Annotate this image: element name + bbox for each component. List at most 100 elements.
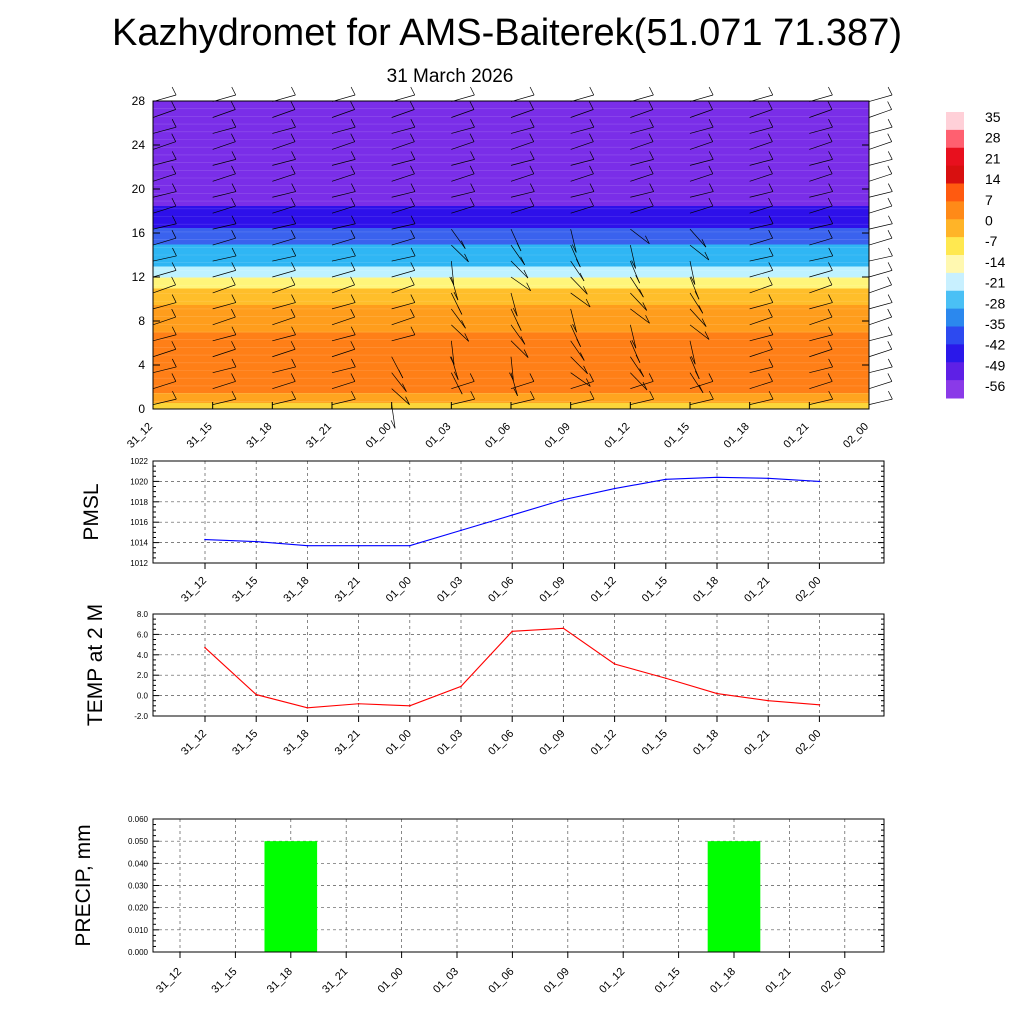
wind-barb xyxy=(630,372,648,391)
wind-barb xyxy=(749,348,773,358)
wind-barb-flag xyxy=(828,151,833,160)
wind-barb xyxy=(152,237,177,246)
x-tick-label: 31_12 xyxy=(125,421,155,451)
x-tick-label: 01_18 xyxy=(708,966,738,996)
wind-barb xyxy=(749,381,773,389)
wind-barb xyxy=(868,94,893,102)
wind-barb-flag xyxy=(526,282,531,291)
wind-barb xyxy=(689,228,707,248)
wind-barb xyxy=(689,324,710,340)
wind-barb xyxy=(451,94,475,102)
wind-barb xyxy=(451,191,475,198)
x-tick-label: 01_09 xyxy=(537,728,567,758)
wind-barb xyxy=(510,191,535,198)
plot-frame xyxy=(152,818,885,953)
wind-barb xyxy=(510,205,535,214)
wind-barb xyxy=(630,276,644,298)
wind-barb xyxy=(391,334,415,342)
wind-barb-flag xyxy=(350,358,356,368)
wind-barb xyxy=(212,334,236,342)
wind-barb xyxy=(212,302,236,310)
wind-barb-flag xyxy=(231,390,237,400)
pmsl-data-point xyxy=(767,477,769,480)
wind-barb-flag xyxy=(171,276,176,286)
y-tick-label: 0 xyxy=(138,402,145,416)
colorbar-label: -21 xyxy=(985,275,1005,291)
heat-band xyxy=(153,277,869,289)
wind-barb-flag xyxy=(635,275,640,284)
x-tick-label: 01_00 xyxy=(364,421,394,451)
wind-barb xyxy=(570,260,585,282)
wind-barb xyxy=(331,270,356,278)
wind-barb xyxy=(689,398,714,405)
wind-barb-flag xyxy=(171,151,177,160)
wind-barb xyxy=(152,366,177,374)
wind-barb-flag xyxy=(231,86,237,96)
wind-barb-flag xyxy=(768,390,774,400)
wind-barb-flag xyxy=(571,244,577,253)
colorbar-swatch xyxy=(946,129,964,149)
wind-barb xyxy=(809,398,833,405)
x-tick-label: 01_21 xyxy=(742,575,772,605)
wind-barb-flag xyxy=(350,308,356,318)
wind-barb-flag xyxy=(708,183,714,192)
wind-barb xyxy=(510,381,534,389)
wind-barb xyxy=(809,381,833,389)
wind-barb xyxy=(391,141,415,150)
wind-barb-flag xyxy=(572,323,577,333)
wind-barb-flag xyxy=(827,308,833,318)
wind-barb xyxy=(331,94,356,102)
wind-barb-flag xyxy=(171,308,177,318)
wind-barb-flag xyxy=(887,358,893,368)
wind-barb-flag xyxy=(768,358,774,368)
wind-barb-flag xyxy=(410,165,415,175)
x-tick-label: 31_12 xyxy=(154,966,184,996)
wind-barb xyxy=(749,94,773,102)
wind-barb xyxy=(570,398,595,405)
wind-barb xyxy=(868,366,893,374)
wind-barb xyxy=(570,126,594,134)
wind-barb xyxy=(451,381,475,389)
colorbar-swatch xyxy=(946,219,964,238)
wind-barb xyxy=(152,398,177,405)
x-tick-label: 02_00 xyxy=(793,728,823,758)
wind-barb xyxy=(212,126,236,134)
pmsl-data-point xyxy=(306,544,309,547)
wind-barb-flag xyxy=(171,183,177,192)
wind-barb-flag xyxy=(645,235,650,244)
wind-barb xyxy=(272,205,296,214)
y-tick-label: 1022 xyxy=(130,457,148,466)
wind-barb-flag xyxy=(410,86,416,96)
wind-barb-flag xyxy=(350,341,356,350)
wind-barb-flag xyxy=(409,101,415,110)
wind-barb-flag xyxy=(350,197,356,207)
wind-barb xyxy=(868,334,893,342)
wind-barb xyxy=(868,348,892,358)
wind-barb xyxy=(570,141,594,150)
temp-data-point xyxy=(818,703,821,706)
wind-barb-flag xyxy=(645,315,650,324)
x-tick-label: 02_00 xyxy=(793,575,823,605)
y-tick-label: 0.060 xyxy=(128,815,149,824)
wind-barb-flag xyxy=(887,133,893,142)
wind-barb xyxy=(451,308,466,329)
wind-barb xyxy=(809,237,833,246)
wind-barb-flag xyxy=(410,183,416,192)
wind-barb-flag xyxy=(410,230,415,239)
wind-barb-flag xyxy=(828,183,833,192)
wind-barb-flag xyxy=(529,183,535,192)
wind-barb xyxy=(272,302,296,310)
x-tick-label: 31_15 xyxy=(209,966,239,996)
temp-data-point xyxy=(255,693,257,696)
wind-barb-flag xyxy=(648,101,654,110)
wind-barb-flag xyxy=(290,165,296,175)
pmsl-data-point xyxy=(613,487,616,490)
wind-barb-flag xyxy=(351,390,356,400)
wind-barb-flag xyxy=(290,197,296,207)
wind-barb xyxy=(630,141,654,150)
wind-barb xyxy=(391,173,415,182)
x-tick-label: 01_12 xyxy=(589,575,619,605)
plot-frame xyxy=(152,613,885,717)
wind-barb xyxy=(152,270,177,278)
wind-barb-flag xyxy=(648,165,654,175)
